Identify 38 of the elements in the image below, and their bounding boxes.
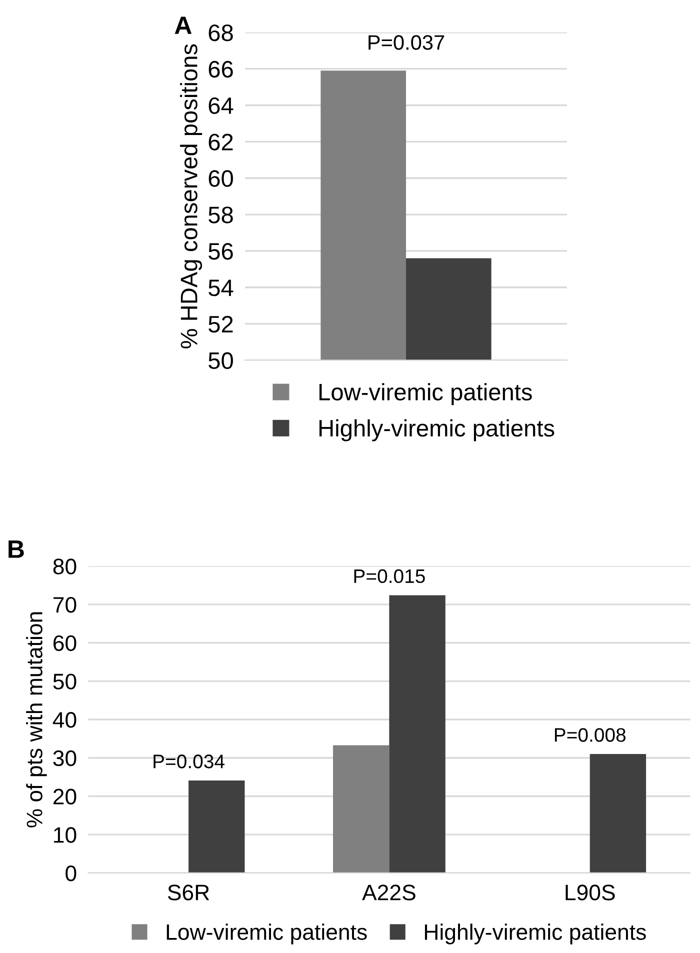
chart-title: B: [8, 540, 24, 558]
y-tick-label: 58: [208, 206, 233, 224]
x-tick-label: S6R: [168, 884, 210, 900]
chart-title: A: [174, 16, 192, 34]
y-tick-label: 54: [208, 280, 234, 296]
y-tick-label: 0: [66, 865, 76, 882]
y-axis-title: % HDAg conserved positions: [180, 44, 202, 348]
annotation: P=0.015: [354, 569, 425, 584]
y-tick-label: 40: [52, 712, 76, 728]
y-tick-label: 20: [53, 788, 76, 804]
bar: [389, 595, 446, 873]
y-tick-label: 70: [54, 596, 76, 613]
y-tick-label: 30: [53, 750, 76, 766]
y-axis-title: % of pts with mutation: [26, 612, 47, 828]
y-tick-label: 52: [208, 316, 233, 333]
bar: [590, 754, 646, 873]
annotation: P=0.008: [554, 728, 626, 742]
legend-label: Low-viremic patients: [319, 383, 532, 406]
y-tick-label: 60: [208, 170, 233, 187]
bar: [333, 745, 390, 873]
annotation: P=0.034: [154, 754, 224, 768]
y-tick-label: 66: [208, 60, 233, 78]
bar: [188, 780, 245, 873]
y-tick-label: 56: [208, 243, 233, 260]
y-tick-label: 50: [53, 674, 76, 690]
y-tick-label: 50: [208, 352, 233, 370]
x-tick-label: A22S: [362, 884, 416, 900]
y-tick-label: 80: [53, 558, 76, 574]
annotation: P=0.037: [368, 35, 444, 50]
x-tick-label: L90S: [566, 884, 615, 900]
y-tick-label: 68: [208, 24, 233, 42]
legend-label: Highly-viremic patients: [319, 419, 554, 442]
y-tick-label: 64: [208, 97, 234, 114]
legend-label: Highly-viremic patients: [424, 924, 646, 944]
y-tick-label: 10: [54, 827, 76, 843]
legend-label: Low-viremic patients: [166, 924, 367, 944]
y-tick-label: 60: [54, 635, 76, 652]
y-tick-label: 62: [208, 134, 233, 150]
